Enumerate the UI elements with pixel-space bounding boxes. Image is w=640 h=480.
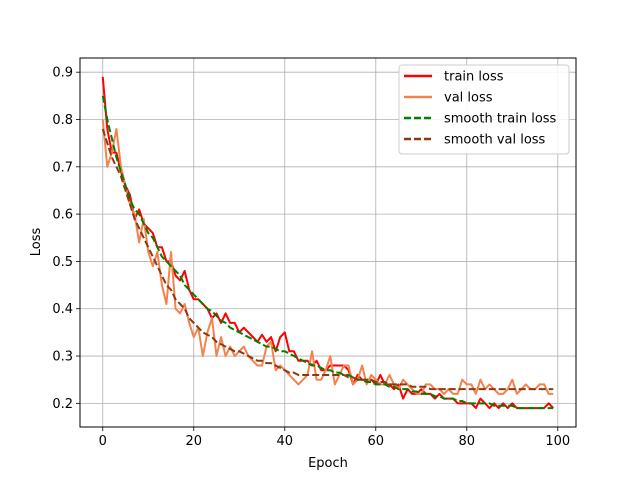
legend: train loss val loss smooth train loss smoot… [398, 64, 570, 155]
axes-frame [79, 57, 577, 428]
y-tick-label: 0.4 [52, 302, 73, 317]
x-tick-label: 40 [276, 434, 293, 449]
legend-label: train loss [444, 70, 504, 85]
series-line-train-loss [101, 76, 554, 410]
legend-label: smooth train loss [444, 112, 557, 127]
legend-label: smooth val loss [444, 133, 546, 148]
x-axis-label: Epoch [308, 456, 348, 471]
y-tick-label: 0.5 [52, 255, 73, 270]
y-tick-label: 0.6 [52, 208, 73, 223]
y-tick-label: 0.9 [52, 66, 73, 81]
legend-box [398, 64, 570, 155]
y-tick-label: 0.8 [52, 113, 73, 128]
legend-label: val loss [444, 91, 493, 106]
y-tick-label: 0.7 [52, 160, 73, 175]
series-line-smooth-val-loss [101, 128, 554, 391]
x-tick-label: 0 [99, 434, 107, 449]
ticks: 0 20 40 60 80 100 0.2 0.3 0.4 0.5 0.6 0.7 0.8 0.9 [52, 66, 570, 449]
x-tick-label: 80 [459, 434, 476, 449]
x-tick-label: 60 [368, 434, 385, 449]
x-tick-label: 20 [185, 434, 202, 449]
y-tick-label: 0.3 [52, 350, 73, 365]
series-line-val-loss [101, 119, 554, 395]
series-layer [101, 76, 554, 410]
y-tick-label: 0.2 [52, 397, 73, 412]
y-axis-label: Loss [29, 228, 44, 257]
series-line-smooth-train-loss [101, 95, 554, 410]
x-tick-label: 100 [545, 434, 570, 449]
